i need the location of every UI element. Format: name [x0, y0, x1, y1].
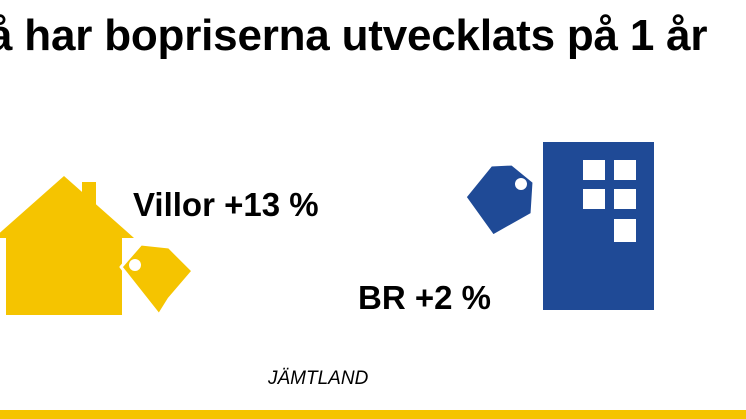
bottom-accent-bar [0, 410, 746, 419]
price-tag-icon [119, 242, 195, 317]
price-tag-icon [463, 162, 536, 238]
villa-price-change-label: Villor +13 % [133, 186, 319, 223]
house-icon [0, 176, 134, 315]
region-label: JÄMTLAND [268, 368, 369, 389]
apartment-price-change-label: BR +2 % [358, 279, 491, 316]
apartment-building-icon [543, 142, 654, 310]
headline: å har bopriserna utvecklats på 1 år [0, 11, 708, 60]
